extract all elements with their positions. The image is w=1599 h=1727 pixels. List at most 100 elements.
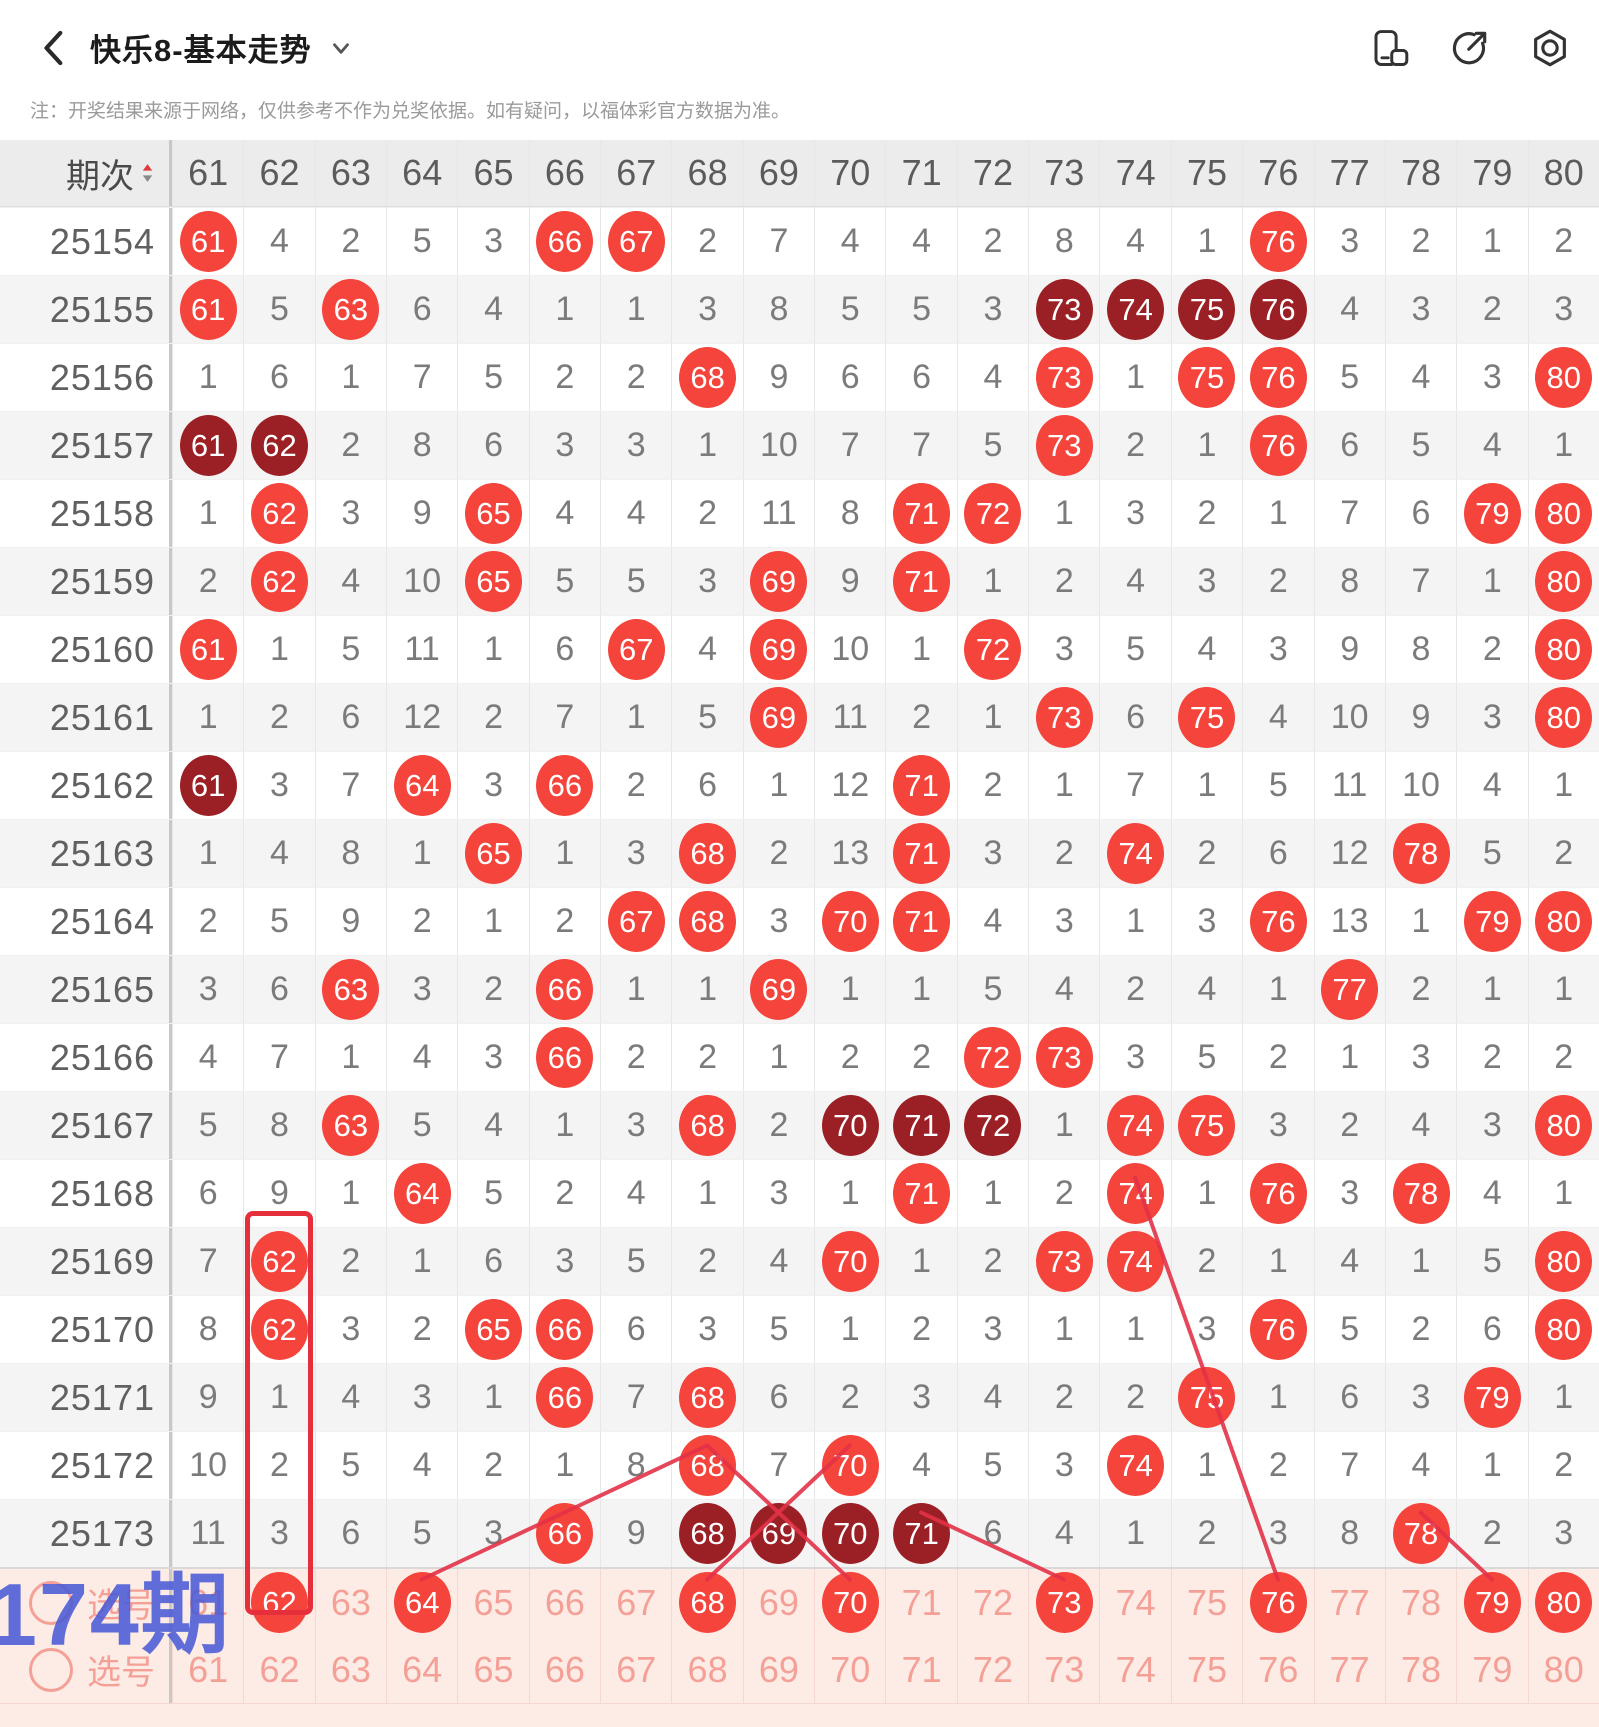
ball-circle: 66: [536, 959, 594, 1020]
pick-number-cell[interactable]: 66: [528, 1636, 600, 1703]
miss-count-cell: 2: [457, 684, 528, 751]
miss-count-cell: 3: [956, 1296, 1028, 1363]
miss-count: 4: [1126, 562, 1146, 600]
column-header: 72: [956, 140, 1028, 206]
miss-count-cell: 1: [1028, 480, 1099, 547]
miss-count-cell: 6: [314, 1500, 386, 1567]
miss-count-cell: 4: [671, 616, 742, 683]
hit-cell: 68: [671, 1364, 742, 1431]
pick-number-cell[interactable]: 80: [1527, 1636, 1599, 1703]
miss-count: 2: [1482, 1514, 1502, 1552]
back-button[interactable]: [26, 20, 82, 76]
pick-number-cell[interactable]: 77: [1313, 1636, 1385, 1703]
pick-number-cell[interactable]: 74: [1099, 1569, 1170, 1636]
column-header: 78: [1384, 140, 1456, 206]
miss-count: 12: [831, 766, 870, 804]
pick-number-cell[interactable]: 64: [386, 1636, 457, 1703]
miss-count-cell: 6: [742, 1364, 814, 1431]
miss-count: 4: [1054, 970, 1074, 1008]
pick-number-cell[interactable]: 74: [1099, 1636, 1170, 1703]
pick-number-cell[interactable]: 69: [742, 1636, 814, 1703]
miss-count-cell: 1: [1384, 888, 1456, 955]
table-row: 25171 9 1 4 3 1 66 7 68 6 2 3 4 2 2 75 1 6 3 79 1: [0, 1363, 1599, 1431]
pick-number-cell[interactable]: 72: [956, 1569, 1028, 1636]
pick-number-cell[interactable]: 79: [1456, 1636, 1527, 1703]
miss-count-cell: 3: [528, 1228, 600, 1295]
hit-cell: 68: [671, 1092, 742, 1159]
miss-count-cell: 10: [814, 616, 885, 683]
ball-circle: 80: [1535, 1231, 1593, 1292]
rotate-screen-button[interactable]: [1369, 27, 1411, 69]
pick-number-cell[interactable]: 75: [1170, 1569, 1242, 1636]
miss-count: 1: [1482, 1446, 1502, 1484]
miss-count-cell: 7: [243, 1024, 314, 1091]
pick-number-cell[interactable]: 77: [1313, 1569, 1385, 1636]
miss-count-cell: 4: [956, 888, 1028, 955]
miss-count: 1: [1126, 902, 1146, 940]
miss-count: 7: [626, 1378, 646, 1416]
column-header: 65: [457, 140, 528, 206]
miss-count-cell: 1: [172, 684, 243, 751]
page-title: 快乐8-基本走势: [90, 33, 312, 68]
pick-number-cell[interactable]: 61: [172, 1569, 243, 1636]
pick-number-cell[interactable]: 71: [885, 1569, 956, 1636]
ball-circle: 66: [536, 755, 594, 816]
pick-number-cell[interactable]: 67: [600, 1636, 671, 1703]
ball-circle: 61: [179, 211, 237, 272]
pick-number-cell[interactable]: 76: [1242, 1636, 1313, 1703]
pick-number-cell[interactable]: 72: [956, 1636, 1028, 1703]
share-button[interactable]: [1449, 27, 1491, 69]
settings-button[interactable]: [1529, 27, 1571, 69]
pick-number-cell[interactable]: 78: [1384, 1636, 1456, 1703]
miss-count: 4: [698, 630, 718, 668]
pick-number-cell[interactable]: 76: [1242, 1569, 1313, 1636]
pick-number-cell[interactable]: 73: [1028, 1636, 1099, 1703]
pick-number-cell[interactable]: 62: [243, 1636, 314, 1703]
chart-type-dropdown[interactable]: [328, 35, 354, 61]
pick-number-cell[interactable]: 68: [671, 1636, 742, 1703]
period-header-cell[interactable]: 期次: [0, 140, 172, 206]
ball-circle: 73: [1035, 1027, 1093, 1088]
miss-count-cell: 3: [1028, 888, 1099, 955]
pick-number-cell[interactable]: 61: [172, 1636, 243, 1703]
pick-number-cell[interactable]: 70: [814, 1569, 885, 1636]
pick-number-cell[interactable]: 68: [671, 1569, 742, 1636]
miss-count-cell: 2: [742, 1092, 814, 1159]
pick-number-cell[interactable]: 66: [528, 1569, 600, 1636]
pick-row-label[interactable]: 选号: [29, 1578, 155, 1627]
miss-count-cell: 4: [1099, 548, 1170, 615]
pick-number-cell[interactable]: 65: [457, 1569, 528, 1636]
pick-number-cell[interactable]: 73: [1028, 1569, 1099, 1636]
column-header-label: 69: [758, 152, 799, 193]
pick-number-cell[interactable]: 67: [600, 1569, 671, 1636]
pick-number-cell[interactable]: 62: [243, 1569, 314, 1636]
hit-cell: 72: [956, 616, 1028, 683]
column-header: 69: [742, 140, 814, 206]
miss-count-cell: 1: [528, 276, 600, 343]
pick-number-cell[interactable]: 64: [386, 1569, 457, 1636]
miss-count-cell: 6: [814, 344, 885, 411]
miss-count: 5: [912, 290, 932, 328]
pick-number-cell[interactable]: 63: [314, 1636, 386, 1703]
sort-icon[interactable]: [140, 162, 155, 184]
pick-number-cell[interactable]: 80: [1527, 1569, 1599, 1636]
miss-count: 12: [403, 698, 442, 736]
miss-count: 6: [270, 358, 289, 396]
miss-count: 2: [270, 698, 289, 736]
pick-number-cell[interactable]: 75: [1170, 1636, 1242, 1703]
column-header-label: 71: [901, 152, 942, 193]
pick-number-cell[interactable]: 79: [1456, 1569, 1527, 1636]
pick-row-label[interactable]: 选号: [29, 1645, 155, 1694]
hit-cell: 80: [1527, 480, 1599, 547]
miss-count: 5: [1482, 834, 1502, 872]
pick-number-cell[interactable]: 65: [457, 1636, 528, 1703]
pick-number-cell[interactable]: 63: [314, 1569, 386, 1636]
miss-count: 3: [769, 1174, 789, 1212]
table-row: 25155 61 5 63 6 4 1 1 3 8 5 5 3 73 74 75 76 4 3 2 3: [0, 275, 1599, 343]
pick-number-cell[interactable]: 70: [814, 1636, 885, 1703]
miss-count: 6: [1340, 1378, 1360, 1416]
pick-number-cell[interactable]: 69: [742, 1569, 814, 1636]
pick-number-cell[interactable]: 71: [885, 1636, 956, 1703]
pick-number-cell[interactable]: 78: [1384, 1569, 1456, 1636]
ball-circle: 75: [1178, 687, 1236, 748]
